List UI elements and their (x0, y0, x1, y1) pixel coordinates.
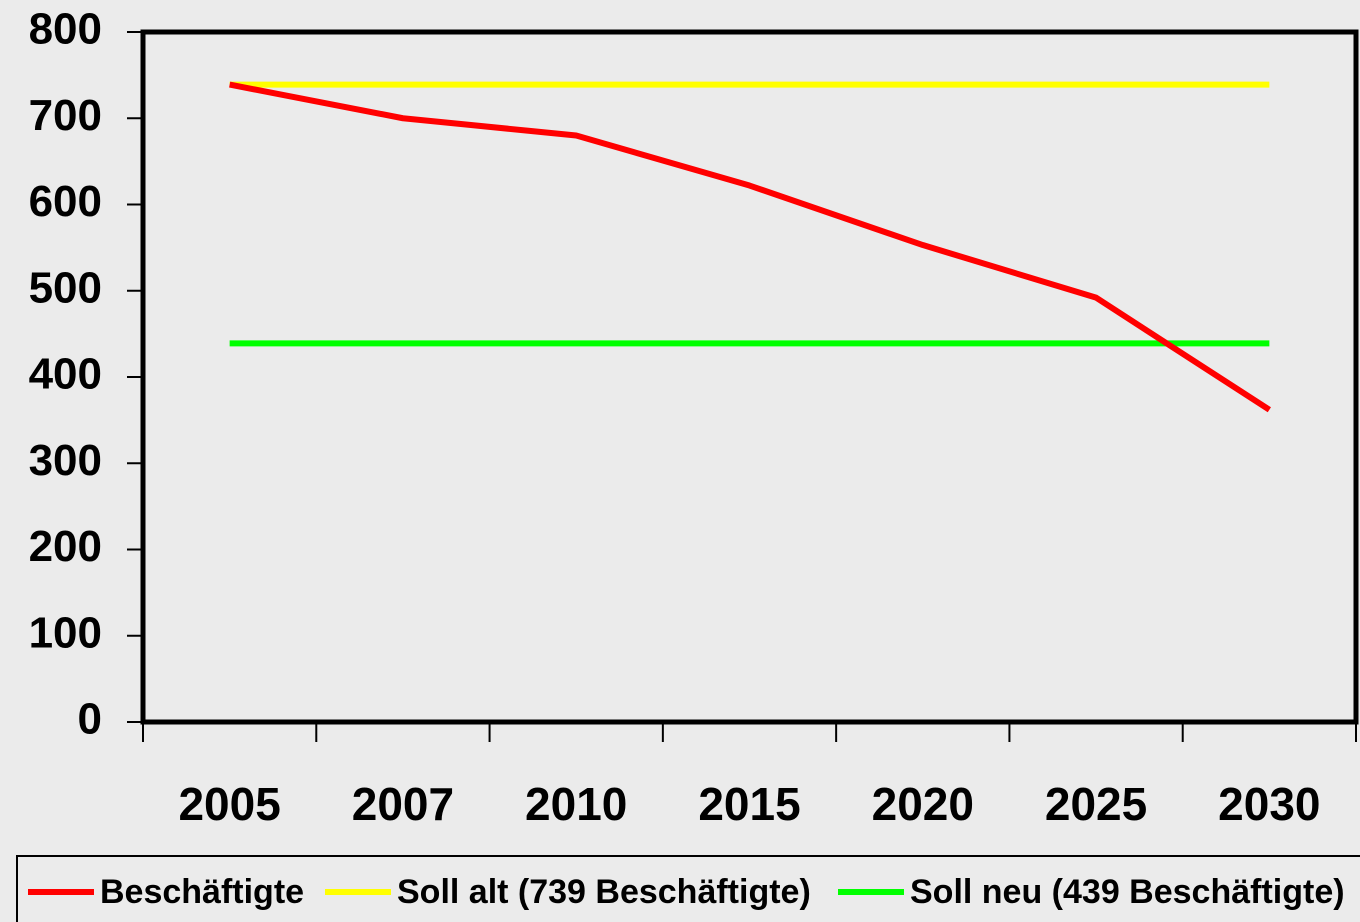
x-tick-label: 2025 (1045, 778, 1147, 830)
y-tick-label: 100 (29, 608, 102, 657)
y-tick-label: 800 (29, 5, 102, 54)
y-tick-label: 0 (78, 695, 102, 744)
legend-box (16, 855, 1360, 922)
x-tick-label: 2007 (352, 778, 454, 830)
y-tick-label: 200 (29, 522, 102, 571)
y-tick-label: 400 (29, 350, 102, 399)
plot-area (140, 29, 1359, 725)
y-tick-label: 300 (29, 436, 102, 485)
x-tick-label: 2020 (872, 778, 974, 830)
x-tick-label: 2005 (178, 778, 280, 830)
legend-label: Soll neu (439 Beschäftigte) (910, 873, 1345, 911)
y-tick-label: 600 (29, 177, 102, 226)
x-tick-label: 2010 (525, 778, 627, 830)
series-line (229, 81, 1271, 413)
x-tick-label: 2015 (698, 778, 800, 830)
y-tick-label: 500 (29, 263, 102, 312)
legend-label: Beschäftigte (100, 873, 304, 911)
x-tick-label: 2030 (1218, 778, 1320, 830)
legend-label: Soll alt (739 Beschäftigte) (397, 873, 811, 911)
y-tick-label: 700 (29, 91, 102, 140)
